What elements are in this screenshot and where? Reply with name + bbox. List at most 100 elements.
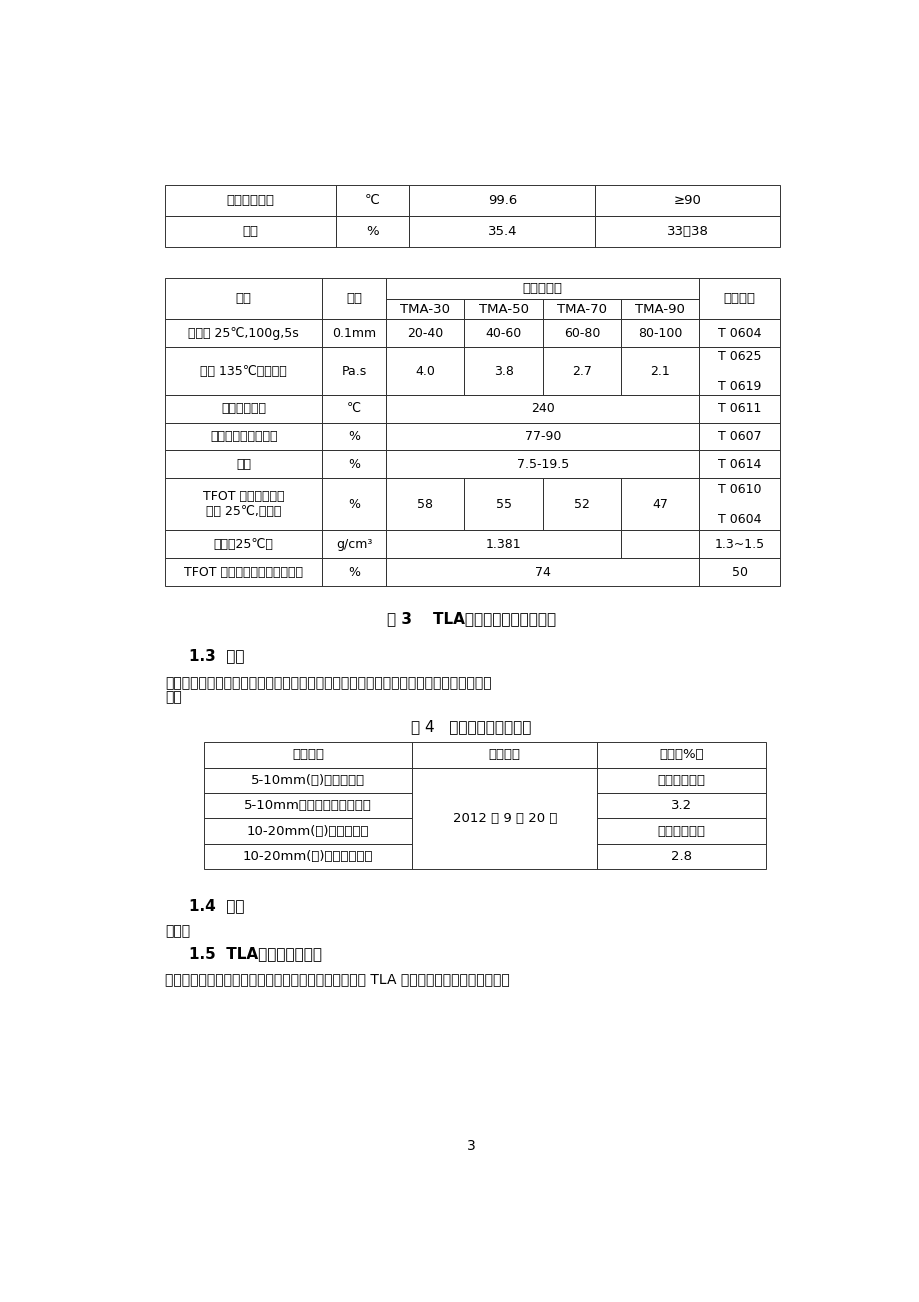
Bar — [698, 395, 779, 423]
Bar — [386, 348, 464, 395]
Bar — [165, 478, 322, 530]
Bar — [322, 450, 386, 478]
Bar — [620, 530, 698, 559]
Text: 80-100: 80-100 — [637, 327, 682, 340]
Bar — [698, 478, 779, 530]
Text: 77-90: 77-90 — [524, 430, 561, 443]
Text: 40-60: 40-60 — [485, 327, 521, 340]
Text: TFOT 后残留物针入
度比 25℃,不小于: TFOT 后残留物针入 度比 25℃,不小于 — [203, 491, 284, 518]
Bar — [412, 768, 596, 870]
Bar — [386, 450, 698, 478]
Text: 单位: 单位 — [346, 292, 362, 305]
Text: %: % — [347, 430, 359, 443]
Text: 溶解度（三氯乙烯）: 溶解度（三氯乙烯） — [210, 430, 278, 443]
Text: 2.1: 2.1 — [650, 365, 669, 378]
Text: TMA-90: TMA-90 — [634, 303, 685, 316]
Text: 74: 74 — [534, 565, 550, 578]
Text: 本研究石料均用自产于重庆中梁山的石灰岩、级配、压碎値、针片状含量等均满足规范要: 本研究石料均用自产于重庆中梁山的石灰岩、级配、压碎値、针片状含量等均满足规范要 — [165, 676, 492, 690]
Text: 软化点不小于: 软化点不小于 — [226, 194, 275, 207]
Bar — [595, 185, 779, 216]
Bar — [412, 742, 596, 768]
Text: 60-80: 60-80 — [563, 327, 599, 340]
Text: 10-20mm(大)石灰岩级配: 10-20mm(大)石灰岩级配 — [246, 824, 369, 837]
Bar — [386, 478, 464, 530]
Text: 33～38: 33～38 — [666, 225, 708, 238]
Bar — [698, 277, 779, 319]
Bar — [386, 299, 464, 319]
Text: 满足设计要求: 满足设计要求 — [657, 824, 705, 837]
Text: 3: 3 — [467, 1139, 475, 1152]
Text: T 0610

T 0604: T 0610 T 0604 — [717, 483, 761, 526]
Text: T 0607: T 0607 — [717, 430, 761, 443]
Text: TFOT 后残留针入度比、不小于: TFOT 后残留针入度比、不小于 — [184, 565, 302, 578]
Text: %: % — [347, 497, 359, 510]
Text: 表 4   集料试验检测情况表: 表 4 集料试验检测情况表 — [411, 719, 531, 734]
Bar — [698, 319, 779, 348]
Text: 55: 55 — [495, 497, 511, 510]
Bar — [322, 530, 386, 559]
Text: T 0611: T 0611 — [717, 402, 760, 415]
Bar — [542, 348, 620, 395]
Bar — [596, 742, 766, 768]
Text: 2.7: 2.7 — [572, 365, 591, 378]
Bar — [464, 348, 542, 395]
Text: ≥90: ≥90 — [673, 194, 701, 207]
Text: 3.2: 3.2 — [671, 799, 691, 812]
Bar — [542, 299, 620, 319]
Bar — [386, 423, 698, 450]
Text: 4.0: 4.0 — [414, 365, 435, 378]
Bar — [620, 319, 698, 348]
Bar — [165, 530, 322, 559]
Bar — [165, 395, 322, 423]
Text: 填料：: 填料： — [165, 924, 190, 937]
Bar — [335, 216, 409, 247]
Bar — [620, 478, 698, 530]
Bar — [386, 395, 698, 423]
Text: 参考国内外有关的研究成果，在实验室按以下方法制备 TLA 改性氥青：分别预热基质氥青: 参考国内外有关的研究成果，在实验室按以下方法制备 TLA 改性氥青：分别预热基质… — [165, 973, 509, 987]
Bar — [595, 216, 779, 247]
Text: 闪点。不小于: 闪点。不小于 — [221, 402, 266, 415]
Text: 0.1mm: 0.1mm — [332, 327, 376, 340]
Bar — [204, 844, 412, 870]
Bar — [322, 348, 386, 395]
Text: 35.4: 35.4 — [487, 225, 516, 238]
Text: T 0604: T 0604 — [717, 327, 761, 340]
Text: 灰分: 灰分 — [236, 458, 251, 471]
Text: 20-40: 20-40 — [407, 327, 443, 340]
Bar — [322, 395, 386, 423]
Text: 47: 47 — [652, 497, 667, 510]
Text: T 0625

T 0619: T 0625 T 0619 — [717, 349, 761, 393]
Text: 密度（25℃）: 密度（25℃） — [213, 538, 273, 551]
Bar — [386, 559, 698, 586]
Bar — [322, 478, 386, 530]
Bar — [204, 819, 412, 844]
Text: 1.3  集料: 1.3 集料 — [188, 647, 244, 663]
Bar — [322, 559, 386, 586]
Text: 1.5  TLA改性氥青的制备: 1.5 TLA改性氥青的制备 — [188, 947, 322, 961]
Bar — [409, 185, 595, 216]
Text: 粘度 135℃，不大于: 粘度 135℃，不大于 — [200, 365, 287, 378]
Bar — [464, 299, 542, 319]
Text: 针入度等级: 针入度等级 — [522, 283, 562, 296]
Text: 求。: 求。 — [165, 690, 182, 704]
Text: 试验项目: 试验项目 — [291, 749, 323, 762]
Text: %: % — [347, 565, 359, 578]
Bar — [386, 277, 698, 299]
Bar — [165, 277, 322, 319]
Bar — [596, 793, 766, 819]
Text: 针入度 25℃,100g,5s: 针入度 25℃,100g,5s — [188, 327, 299, 340]
Text: 指标: 指标 — [235, 292, 252, 305]
Text: 检测日期: 检测日期 — [488, 749, 520, 762]
Bar — [698, 530, 779, 559]
Bar — [204, 793, 412, 819]
Text: 1.4  填料: 1.4 填料 — [188, 898, 244, 913]
Bar — [322, 423, 386, 450]
Text: 2012 年 9 月 20 日: 2012 年 9 月 20 日 — [452, 812, 556, 825]
Text: TMA-30: TMA-30 — [400, 303, 449, 316]
Text: 240: 240 — [530, 402, 554, 415]
Text: 58: 58 — [417, 497, 433, 510]
Bar — [165, 423, 322, 450]
Bar — [596, 819, 766, 844]
Bar — [322, 319, 386, 348]
Text: 52: 52 — [573, 497, 589, 510]
